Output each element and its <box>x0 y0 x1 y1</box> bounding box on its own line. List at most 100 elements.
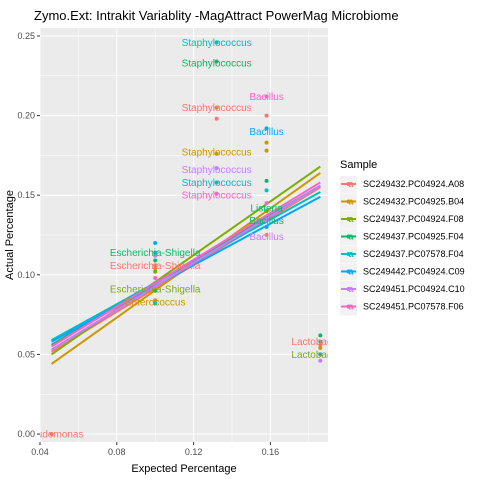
data-point <box>318 333 323 338</box>
point-label: Staphylococcus <box>182 148 252 159</box>
point-label: Staphylococcus <box>182 178 252 189</box>
point-label: Lactobacillus <box>291 350 349 361</box>
data-point <box>153 275 158 280</box>
y-tick-label: 0.20 <box>17 111 35 121</box>
legend-label: SC249437.PC04924.F08 <box>363 214 464 224</box>
legend-key-point <box>346 287 351 291</box>
fit-line <box>51 195 321 343</box>
legend-item: a SC249437.PC04924.F08 <box>340 211 464 228</box>
legend-label: SC249437.PC04925.F04 <box>363 232 464 242</box>
data-point <box>264 178 269 183</box>
point-label: Bacillus <box>249 127 283 138</box>
data-point <box>264 126 269 131</box>
legend-label: SC249432.PC04924.A08 <box>363 179 464 189</box>
point-label: Staphylococcus <box>182 165 252 176</box>
data-point <box>214 151 219 156</box>
legend-title: Sample <box>340 159 377 171</box>
data-point <box>214 191 219 196</box>
data-point <box>318 352 323 357</box>
legend-label: SC249442.PC04924.C09 <box>363 267 465 277</box>
data-point <box>49 432 54 437</box>
data-point <box>153 301 158 306</box>
point-label: Escherichia-Shigella <box>110 248 201 259</box>
legend-key-letter: a <box>348 284 354 294</box>
point-label: Escherichia-Shigella <box>110 285 201 296</box>
data-point <box>318 358 323 363</box>
data-point <box>264 94 269 99</box>
legend-label: SC249437.PC07578.F04 <box>363 249 464 259</box>
data-point <box>153 288 158 293</box>
legend-item: a SC249451.PC07578.F06 <box>340 298 464 316</box>
x-tick-label: 0.12 <box>185 447 203 457</box>
legend-item: a SC249451.PC04924.C10 <box>340 281 465 298</box>
data-point <box>153 240 158 245</box>
data-point <box>153 263 158 268</box>
data-point <box>214 59 219 64</box>
legend-key-point <box>346 182 351 186</box>
data-point <box>264 225 269 230</box>
legend-item: a SC249432.PC04925.B04 <box>340 193 464 211</box>
point-label: Staphylococcus <box>182 59 252 70</box>
data-point <box>153 258 158 263</box>
point-label: Staphylococcus <box>182 103 252 114</box>
data-point <box>318 339 323 344</box>
fit-lines <box>50 165 321 365</box>
data-point <box>264 140 269 145</box>
data-point <box>153 250 158 255</box>
legend-label: SC249451.PC07578.F06 <box>363 302 464 312</box>
y-axis-ticks: 0.00 0.05 0.10 0.15 0.20 0.25 <box>17 31 40 439</box>
legend-label: SC249432.PC04925.B04 <box>363 197 464 207</box>
legend-key-point <box>346 304 351 309</box>
data-point <box>264 201 269 206</box>
fit-line <box>51 191 321 341</box>
data-point <box>153 269 158 274</box>
data-point <box>264 233 269 237</box>
legend-key-point <box>346 269 351 274</box>
data-point <box>264 209 269 214</box>
fit-line <box>50 181 321 348</box>
data-point <box>264 113 269 118</box>
grid-lines <box>39 28 328 442</box>
point-label: Lactobacillus <box>291 337 349 348</box>
legend-item: a SC249437.PC07578.F04 <box>340 246 464 263</box>
legend: Sample a SC249432.PC04924.A08 a SC249432.PC… <box>340 159 465 316</box>
data-point <box>153 253 158 258</box>
legend-key-letter: a <box>348 197 354 207</box>
legend-key-letter: a <box>348 249 354 259</box>
point-label: Bacillus <box>249 92 283 103</box>
y-tick-label: 0.10 <box>17 270 35 280</box>
point-label: Bacillus <box>249 232 283 243</box>
point-label: Staphylococcus <box>182 38 252 49</box>
data-point <box>264 218 269 223</box>
legend-label: SC249451.PC04924.C10 <box>363 284 465 294</box>
point-label: Enterococcus <box>125 297 186 308</box>
legend-item: a SC249437.PC04925.F04 <box>340 228 464 246</box>
data-point <box>214 40 219 45</box>
data-point <box>214 105 219 110</box>
data-point <box>214 166 219 171</box>
legend-key-letter: a <box>348 214 354 224</box>
legend-item: a SC249432.PC04924.A08 <box>340 176 464 193</box>
y-tick-label: 0.15 <box>17 190 35 200</box>
y-tick-label: 0.00 <box>17 429 35 439</box>
fit-line <box>50 184 321 351</box>
point-label: Pseudomonas <box>20 430 84 441</box>
legend-key-point <box>346 234 351 239</box>
data-point <box>264 148 269 153</box>
legend-key-letter: a <box>348 232 354 242</box>
data-point <box>264 188 269 193</box>
legend-key-point <box>346 217 351 221</box>
data-points <box>49 40 323 437</box>
legend-key-letter: a <box>348 302 354 312</box>
y-tick-label: 0.05 <box>17 349 35 359</box>
legend-key-point <box>346 252 351 256</box>
x-tick-label: 0.16 <box>262 447 280 457</box>
legend-key-point <box>346 199 351 204</box>
legend-items: a SC249432.PC04924.A08 a SC249432.PC04925.B… <box>340 176 465 316</box>
point-label: Listeria <box>250 203 283 214</box>
point-labels: StaphylococcusStaphylococcusBacillusStap… <box>20 38 349 441</box>
chart-title: Zymo.Ext: Intrakit Variablity -MagAttrac… <box>34 8 399 23</box>
point-label: Bacillus <box>249 216 283 227</box>
y-axis-title: Actual Percentage <box>4 190 16 280</box>
data-point <box>214 180 219 185</box>
